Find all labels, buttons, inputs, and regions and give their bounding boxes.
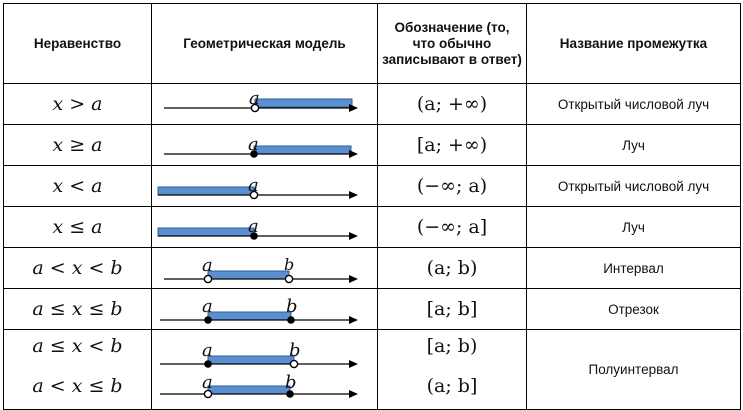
point-a-label: a [248, 216, 259, 237]
intervals-table: Неравенство Геометрическая модель Обозна… [3, 3, 741, 410]
table-row: a ≤ x ≤ b a b [a; b] Отрезок [3, 288, 741, 330]
point-a-label: a [202, 296, 213, 317]
number-line-diagram: a b a b [160, 340, 358, 399]
point-a-label: a [248, 134, 259, 155]
inequality-stack: a ≤ x < b a < x ≤ b [4, 330, 151, 409]
model-cell: a b a b [151, 329, 378, 410]
point-a-label: a [248, 175, 259, 196]
header-model: Геометрическая модель [151, 3, 378, 84]
notation-cell: [a; b) (a; b] [377, 329, 527, 410]
notation-cell: (a; b) [377, 247, 527, 289]
notation-cell: (a; +∞) [377, 83, 527, 125]
interval-name-cell: Открытый числовой луч [526, 83, 741, 125]
header-name: Название промежутка [526, 3, 741, 84]
notation-stack: [a; b) (a; b] [378, 330, 526, 409]
number-line-diagram: a b [160, 296, 358, 324]
point-b-label: b [286, 296, 298, 317]
inequality-cell: x ≤ a [3, 206, 152, 248]
inequality-cell: x < a [3, 165, 152, 207]
notation-cell: (−∞; a) [377, 165, 527, 207]
interval-name-cell: Отрезок [526, 288, 741, 330]
table-row: x ≥ a a [a; +∞) Луч [3, 124, 741, 166]
point-a-label: a [249, 88, 260, 109]
interval-name-cell: Луч [526, 206, 741, 248]
header-notation: Обозначение (то, что обычно записывают в… [377, 3, 527, 84]
inequality-cell: a ≤ x < b a < x ≤ b [3, 329, 152, 410]
header-inequality: Неравенство [3, 3, 152, 84]
table-row: x < a a (−∞; a) Открытый числовой луч [3, 165, 741, 207]
table-row: a < x < b a b (a; b) Интервал [3, 247, 741, 289]
inequality-cell: x ≥ a [3, 124, 152, 166]
inequality-cell: a ≤ x ≤ b [3, 288, 152, 330]
model-cell: a [151, 83, 378, 125]
model-cell: a b [151, 288, 378, 330]
interval-name-cell: Луч [526, 124, 741, 166]
notation-cell: [a; b] [377, 288, 527, 330]
inequality-line: a ≤ x < b [32, 335, 123, 357]
point-b-label: b [289, 340, 301, 361]
interval-name-cell: Открытый числовой луч [526, 165, 741, 207]
notation-line: (a; b] [426, 375, 478, 397]
point-a-label: a [202, 372, 213, 393]
inequality-cell: a < x < b [3, 247, 152, 289]
interval-name-cell: Интервал [526, 247, 741, 289]
header-row: Неравенство Геометрическая модель Обозна… [3, 3, 741, 84]
point-a-label: a [202, 340, 213, 361]
table-row: a ≤ x < b a < x ≤ b a b a b [3, 329, 741, 410]
inequality-line: a < x ≤ b [32, 375, 123, 397]
model-cell: a b [151, 247, 378, 289]
model-cell: a [151, 165, 378, 207]
table-row: x ≤ a a (−∞; a] Луч [3, 206, 741, 248]
inequality-cell: x > a [3, 83, 152, 125]
model-cell: a [151, 124, 378, 166]
number-line-diagram: a b [164, 255, 358, 284]
number-line-diagram: a [157, 175, 358, 200]
number-line-diagram: a [157, 216, 358, 240]
model-cell: a [151, 206, 378, 248]
number-line-diagram: a [164, 134, 358, 158]
number-line-diagram: a [164, 88, 358, 113]
point-a-label: a [202, 255, 213, 276]
interval-name-cell: Полуинтервал [526, 329, 741, 410]
point-b-label: b [285, 372, 297, 393]
notation-cell: (−∞; a] [377, 206, 527, 248]
notation-line: [a; b) [426, 335, 478, 357]
point-b-label: b [284, 255, 294, 274]
table-row: x > a a (a; +∞) Открытый числовой луч [3, 83, 741, 125]
notation-cell: [a; +∞) [377, 124, 527, 166]
